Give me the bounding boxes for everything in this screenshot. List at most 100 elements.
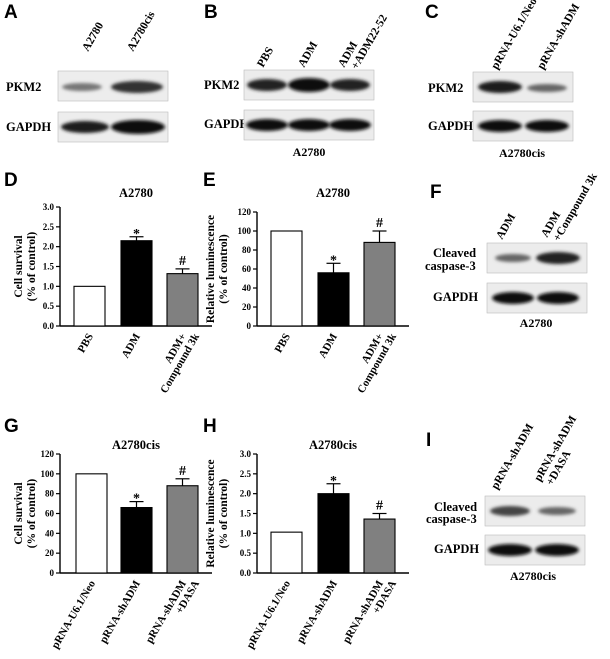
- panel-e-label: E: [203, 170, 216, 191]
- chart-d: 0.0 0.5 1.0 1.5 2.0 2.5 3.0 Cell survival (% of …: [13, 186, 212, 395]
- chart-e-y-tick-label: 60: [242, 264, 252, 274]
- chart-g-y-tick-label: 60: [45, 509, 55, 519]
- panel-c-lane-1: pRNA-U6.1/Neo: [489, 0, 540, 71]
- chart-e-y-label: Relative luminescence: [205, 215, 217, 323]
- panel-c-band: [527, 84, 567, 92]
- chart-e-title: A2780: [316, 186, 350, 200]
- chart-e-y-tick-label: 120: [238, 207, 252, 217]
- panel-f-row-caspase: caspase-3: [425, 259, 476, 273]
- panel-c-caption: A2780cis: [499, 146, 545, 160]
- chart-d-y-tick-label: 2.5: [43, 222, 55, 232]
- chart-d-bar: [120, 240, 153, 327]
- panel-c-row-pkm2: PKM2: [428, 81, 463, 95]
- chart-h-y-label: Relative luminescence: [205, 459, 217, 567]
- chart-d-bar: [166, 273, 199, 327]
- chart-e-bar: [363, 241, 396, 327]
- chart-e-y-tick-label: 80: [242, 245, 252, 255]
- panel-b-band: [288, 119, 330, 131]
- panel-b-row-gapdh: GAPDH: [204, 117, 249, 131]
- chart-h-title: A2780cis: [309, 438, 357, 452]
- chart-g-x-tick-label: pRNA-U6.1/Neo: [49, 578, 98, 651]
- chart-e-y-tick-label: 100: [238, 226, 252, 236]
- chart-e-x-tick-label: PBS: [273, 332, 293, 355]
- panel-f-lane-2b: +Compound 3k: [551, 171, 600, 244]
- chart-d-significance: #: [179, 254, 186, 269]
- chart-d-title: A2780: [119, 186, 153, 200]
- chart-h-y-tick-label: 0.5: [240, 548, 252, 558]
- panel-i-band: [488, 544, 532, 556]
- panel-c-row-gapdh: GAPDH: [428, 119, 473, 133]
- panel-c-band: [478, 120, 522, 132]
- chart-h-significance: *: [330, 474, 337, 489]
- panel-a-band: [61, 121, 109, 133]
- chart-h-bar: [317, 493, 350, 574]
- chart-h-y-tick-label: 1.5: [240, 509, 252, 519]
- panel-a-lane-1: A2780: [80, 20, 106, 53]
- chart-d-y-tick-label: 2.0: [43, 242, 55, 252]
- chart-g-y-label: Cell survival: [13, 482, 25, 544]
- panel-i-band: [535, 544, 579, 556]
- chart-d-y-tick-label: 1.0: [43, 281, 55, 291]
- chart-h-y-tick-label: 2.5: [240, 469, 252, 479]
- panel-h-label: H: [203, 416, 217, 437]
- panel-i-lane-1: pRNA-shADM: [489, 422, 536, 492]
- chart-h-y-tick-label: 2.0: [240, 489, 252, 499]
- chart-d-y-tick-label: 0.5: [43, 301, 55, 311]
- chart-g-y-label: (% of control): [26, 479, 38, 549]
- panel-b-caption: A2780: [293, 145, 326, 159]
- panel-f-band: [536, 252, 580, 264]
- chart-h-bar: [270, 531, 303, 574]
- chart-h-y-tick-label: 3.0: [240, 449, 252, 459]
- chart-g-y-tick-label: 120: [41, 449, 55, 459]
- panel-a: A A2780 A2780cis PKM2 GAPDH: [4, 2, 169, 143]
- chart-g-y-tick-label: 100: [41, 469, 55, 479]
- panel-a-label: A: [4, 2, 18, 23]
- chart-g: 0 20 40 60 80 100 120 Cell survival (% of contro…: [13, 438, 212, 651]
- chart-e-significance: *: [330, 253, 337, 268]
- chart-e-y-tick-label: 40: [242, 283, 252, 293]
- panel-b-band: [330, 79, 370, 91]
- panel-b-lane-1: PBS: [255, 45, 276, 69]
- panel-b-band: [246, 119, 288, 131]
- chart-h-y-label: (% of control): [218, 479, 230, 549]
- panel-a-band: [111, 120, 165, 134]
- chart-e-significance: #: [376, 216, 383, 231]
- panel-a-band: [62, 83, 102, 91]
- panel-c-band: [525, 120, 569, 132]
- chart-h-x-tick-label: pRNA-shADM: [295, 578, 341, 645]
- panel-f-band: [537, 292, 579, 304]
- chart-g-y-tick-label: 80: [45, 489, 55, 499]
- chart-d-y-label: Cell survival: [13, 235, 25, 297]
- panel-g-label: G: [4, 416, 19, 437]
- panel-b: B PBS ADM ADM +ADM22-52 PKM2 GAPDH A2780: [204, 2, 390, 159]
- chart-g-title: A2780cis: [112, 438, 160, 452]
- chart-h: 0.0 0.5 1.0 1.5 2.0 2.5 3.0 Relative luminescen…: [205, 438, 409, 651]
- chart-g-bar: [120, 506, 153, 574]
- chart-h-y-tick-label: 0.0: [240, 568, 252, 578]
- chart-d-significance: *: [133, 227, 140, 242]
- chart-h-bar: [363, 518, 396, 574]
- chart-g-y-tick-label: 40: [45, 528, 55, 538]
- chart-e-bar: [270, 230, 303, 327]
- panel-i-row-gapdh: GAPDH: [434, 542, 479, 556]
- panel-a-row-gapdh: GAPDH: [6, 120, 51, 134]
- panel-i-band: [538, 507, 576, 515]
- chart-e-y-label: (% of control): [218, 234, 230, 304]
- panel-i-caption: A2780cis: [510, 569, 556, 583]
- chart-e-bar: [317, 272, 350, 327]
- chart-g-bar: [75, 473, 108, 574]
- panel-c: C pRNA-U6.1/Neo pRNA-shADM PKM2 GAPDH A2…: [425, 0, 582, 160]
- panel-f-row-gapdh: GAPDH: [433, 290, 478, 304]
- panel-f: F ADM ADM +Compound 3k Cleaved caspase-3…: [425, 171, 600, 330]
- panel-d-label: D: [4, 170, 18, 191]
- chart-d-y-label: (% of control): [26, 232, 38, 302]
- panel-f-caption: A2780: [520, 316, 553, 330]
- chart-h-x-tick-label: pRNA-U6.1/Neo: [244, 578, 293, 651]
- chart-d-y-tick-label: 0.0: [43, 321, 55, 331]
- panel-f-row-cleaved: Cleaved: [433, 246, 476, 260]
- panel-a-lane-2: A2780cis: [125, 9, 158, 54]
- panel-i-band: [490, 506, 530, 516]
- panel-c-lane-2: pRNA-shADM: [535, 2, 582, 72]
- panel-f-label: F: [430, 182, 442, 203]
